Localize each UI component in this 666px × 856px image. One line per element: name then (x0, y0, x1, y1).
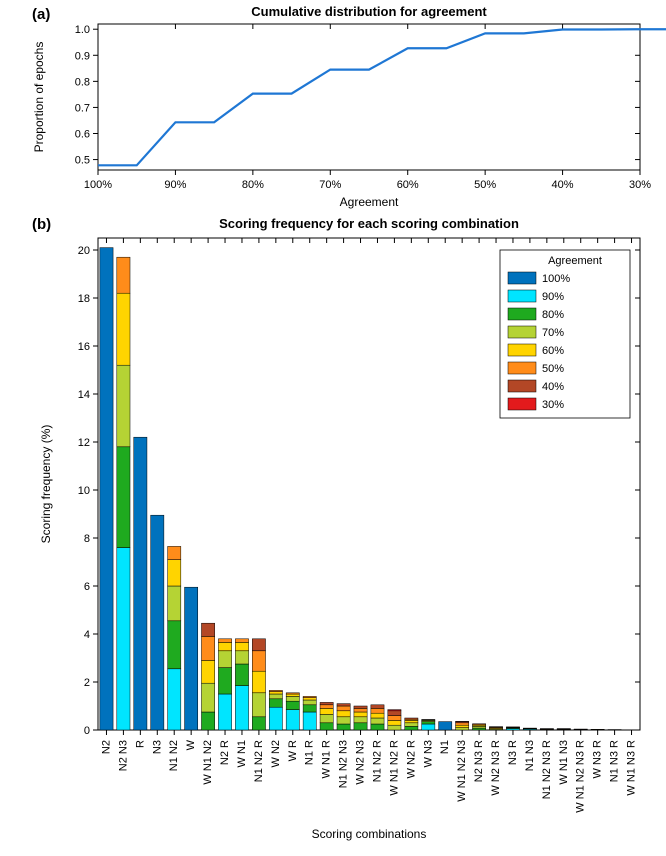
svg-text:40%: 40% (552, 179, 574, 191)
svg-text:0: 0 (84, 725, 90, 737)
figure-page: { "panel_a_label": "(a)", "panel_b_label… (0, 0, 666, 856)
svg-text:N1 N2 R: N1 N2 R (253, 740, 265, 782)
svg-text:N1 N2 R: N1 N2 R (371, 740, 383, 782)
svg-text:80%: 80% (242, 179, 264, 191)
svg-text:N2 N3: N2 N3 (117, 740, 129, 771)
svg-text:N1 N3: N1 N3 (524, 740, 536, 771)
svg-text:90%: 90% (164, 179, 186, 191)
svg-text:W N3: W N3 (422, 740, 434, 768)
svg-text:0.7: 0.7 (75, 102, 90, 114)
svg-text:N1 N2: N1 N2 (168, 740, 180, 771)
svg-text:30%: 30% (542, 399, 564, 411)
svg-text:Agreement: Agreement (340, 195, 399, 209)
chart-b-scoring-frequency: Scoring frequency for each scoring combi… (0, 210, 666, 856)
svg-text:W N1 N3 R: W N1 N3 R (626, 740, 638, 796)
svg-text:60%: 60% (397, 179, 419, 191)
svg-text:8: 8 (84, 533, 90, 545)
svg-text:60%: 60% (542, 345, 564, 357)
svg-text:Agreement: Agreement (548, 255, 602, 267)
svg-text:W N1 N2 R: W N1 N2 R (388, 740, 400, 796)
svg-text:0.6: 0.6 (75, 129, 90, 141)
svg-text:40%: 40% (542, 381, 564, 393)
svg-text:80%: 80% (542, 309, 564, 321)
svg-text:18: 18 (78, 293, 90, 305)
svg-text:12: 12 (78, 437, 90, 449)
svg-text:W N2 N3: W N2 N3 (355, 740, 367, 785)
svg-text:50%: 50% (542, 363, 564, 375)
svg-text:30%: 30% (629, 179, 651, 191)
svg-text:N1 N3 R: N1 N3 R (609, 740, 621, 782)
svg-text:14: 14 (78, 389, 90, 401)
svg-text:R: R (134, 740, 146, 748)
svg-text:W: W (185, 739, 197, 750)
svg-text:70%: 70% (319, 179, 341, 191)
svg-text:W N1 N3: W N1 N3 (558, 740, 570, 785)
svg-text:1.0: 1.0 (75, 24, 90, 36)
svg-text:W N1 N2: W N1 N2 (202, 740, 214, 785)
svg-text:N2: N2 (100, 740, 112, 754)
svg-text:W N2 R: W N2 R (405, 740, 417, 779)
svg-text:4: 4 (84, 629, 90, 641)
svg-text:W N3 R: W N3 R (592, 740, 604, 779)
svg-text:N1 R: N1 R (304, 740, 316, 765)
svg-text:0.8: 0.8 (75, 76, 90, 88)
svg-text:W N1: W N1 (236, 740, 248, 768)
svg-text:N2 N3 R: N2 N3 R (473, 740, 485, 782)
svg-text:100%: 100% (542, 273, 570, 285)
svg-text:W R: W R (287, 740, 299, 761)
svg-text:6: 6 (84, 581, 90, 593)
svg-text:N2 R: N2 R (219, 740, 231, 765)
svg-text:20: 20 (78, 245, 90, 257)
svg-text:Cumulative distribution for ag: Cumulative distribution for agreement (251, 4, 487, 19)
svg-text:100%: 100% (84, 179, 112, 191)
svg-text:70%: 70% (542, 327, 564, 339)
svg-text:Scoring frequency (%): Scoring frequency (%) (39, 425, 53, 544)
svg-text:2: 2 (84, 677, 90, 689)
svg-text:0.9: 0.9 (75, 50, 90, 62)
svg-text:N3 R: N3 R (507, 740, 519, 765)
svg-text:N1 N2 N3: N1 N2 N3 (338, 740, 350, 788)
svg-text:0.5: 0.5 (75, 155, 90, 167)
chart-a-cumulative-distribution: Cumulative distribution for agreement 0.5… (0, 0, 666, 210)
svg-text:Scoring frequency for each sco: Scoring frequency for each scoring combi… (219, 216, 519, 231)
svg-text:10: 10 (78, 485, 90, 497)
svg-text:N3: N3 (151, 740, 163, 754)
svg-text:W N1 N2 N3 R: W N1 N2 N3 R (575, 740, 587, 813)
svg-text:16: 16 (78, 341, 90, 353)
svg-text:Proportion of epochs: Proportion of epochs (32, 42, 46, 153)
svg-text:W N1 R: W N1 R (321, 740, 333, 779)
svg-text:W N2 N3 R: W N2 N3 R (490, 740, 502, 796)
svg-text:Scoring combinations: Scoring combinations (312, 827, 427, 841)
svg-text:W N1 N2 N3: W N1 N2 N3 (456, 740, 468, 802)
svg-text:N1 N2 N3 R: N1 N2 N3 R (541, 740, 553, 799)
svg-text:N1: N1 (439, 740, 451, 754)
svg-text:50%: 50% (474, 179, 496, 191)
svg-text:W N2: W N2 (270, 740, 282, 768)
svg-text:90%: 90% (542, 291, 564, 303)
